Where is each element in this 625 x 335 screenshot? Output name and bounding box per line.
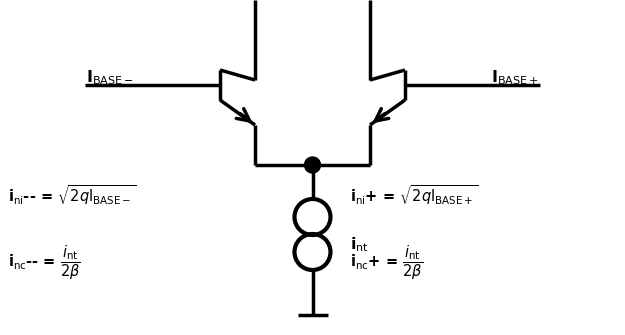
Text: i$_{\mathsf{ni}}$+ = $\sqrt{2q\mathsf{I}_{\mathsf{BASE}+}}$: i$_{\mathsf{ni}}$+ = $\sqrt{2q\mathsf{I}… <box>350 183 479 207</box>
Text: I$_{\mathsf{BASE}-}$: I$_{\mathsf{BASE}-}$ <box>86 69 134 87</box>
Circle shape <box>304 157 321 173</box>
Text: i$_{\mathsf{ni}}$-- = $\sqrt{2q\mathsf{I}_{\mathsf{BASE}-}}$: i$_{\mathsf{ni}}$-- = $\sqrt{2q\mathsf{I… <box>8 183 137 207</box>
Text: i$_{\mathsf{nc}}$+ = $\dfrac{i_{\mathsf{nt}}}{2\beta}$: i$_{\mathsf{nc}}$+ = $\dfrac{i_{\mathsf{… <box>350 244 423 282</box>
Text: i$_{\mathsf{nc}}$-- = $\dfrac{i_{\mathsf{nt}}}{2\beta}$: i$_{\mathsf{nc}}$-- = $\dfrac{i_{\mathsf… <box>8 244 81 282</box>
Text: I$_{\mathsf{BASE}+}$: I$_{\mathsf{BASE}+}$ <box>491 69 539 87</box>
Text: i$_{\mathsf{nt}}$: i$_{\mathsf{nt}}$ <box>350 236 369 254</box>
